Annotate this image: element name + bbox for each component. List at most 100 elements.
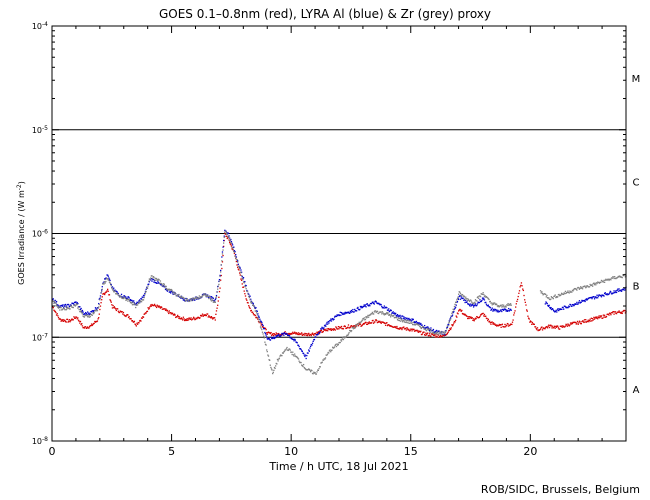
data-point [383,314,385,316]
data-point [478,316,480,319]
data-point [421,326,423,329]
data-point [104,282,106,284]
data-point [578,301,580,304]
data-point [339,341,341,344]
data-point [546,294,548,297]
data-point [372,313,375,315]
data-point [464,301,466,304]
data-point [305,334,307,337]
data-point [309,369,311,371]
data-point [506,304,509,306]
data-point [553,326,555,329]
data-point [255,310,257,312]
data-point [118,311,120,314]
data-point [189,300,191,302]
data-point [76,301,78,304]
data-point [490,302,493,304]
data-point [276,335,278,338]
data-point [611,312,613,314]
data-point [425,329,427,331]
data-point [185,300,187,302]
data-point [90,311,93,313]
data-point [438,332,440,335]
data-point [435,334,437,336]
data-point [311,342,314,344]
data-point [127,314,129,316]
data-point [238,266,241,268]
data-point [598,282,601,284]
data-point [240,269,242,271]
data-point [66,306,69,309]
data-point [266,333,268,335]
data-point [497,325,500,327]
data-point [459,308,461,311]
data-point [203,294,205,296]
data-point [206,294,208,296]
data-point [422,326,425,328]
data-point [424,334,426,336]
data-point [213,300,215,303]
data-point [513,312,516,314]
data-point [572,290,574,292]
data-point [189,318,192,321]
data-point [337,328,339,330]
data-point [449,328,452,331]
data-point [157,306,160,308]
data-point [434,334,436,336]
data-point [217,300,219,302]
data-point [396,313,399,316]
data-point [330,351,332,353]
data-point [290,333,292,336]
data-point [354,308,356,311]
data-point [142,299,144,301]
data-point [483,299,486,301]
data-point [75,316,77,318]
data-point [210,299,212,301]
data-point [270,368,273,370]
data-point [83,313,86,315]
data-point [510,304,512,306]
data-point [293,332,295,334]
data-point [252,303,254,305]
data-point [208,295,211,298]
data-point [104,292,106,294]
data-point [207,295,209,298]
data-point [361,320,363,322]
data-point [485,317,488,319]
data-point [125,296,127,298]
data-point [589,318,591,320]
data-point [168,312,170,315]
data-point [459,309,462,311]
y-tick-label: 10-6 [32,229,48,239]
data-point [499,305,501,307]
data-point [484,315,486,318]
data-point [330,320,333,322]
data-point [82,315,84,317]
data-point [427,329,430,331]
data-point [432,330,434,332]
data-point [96,320,99,322]
data-point [88,312,90,314]
data-point [430,329,433,331]
data-point [449,318,452,320]
data-point [129,300,131,302]
data-point [603,316,605,318]
data-point [56,313,58,315]
data-point [272,372,274,375]
data-point [472,302,474,304]
data-point [592,317,594,320]
data-point [544,303,546,305]
data-point [132,301,134,303]
data-point [578,322,580,324]
data-point [139,300,141,302]
x-tick-label: 0 [49,445,56,458]
data-point [252,311,254,313]
data-point [107,278,109,280]
data-point [592,319,594,321]
data-point [147,285,149,287]
data-point [374,301,376,303]
data-point [148,308,150,310]
data-point [272,337,274,339]
data-point [241,283,243,285]
data-point [531,321,534,324]
